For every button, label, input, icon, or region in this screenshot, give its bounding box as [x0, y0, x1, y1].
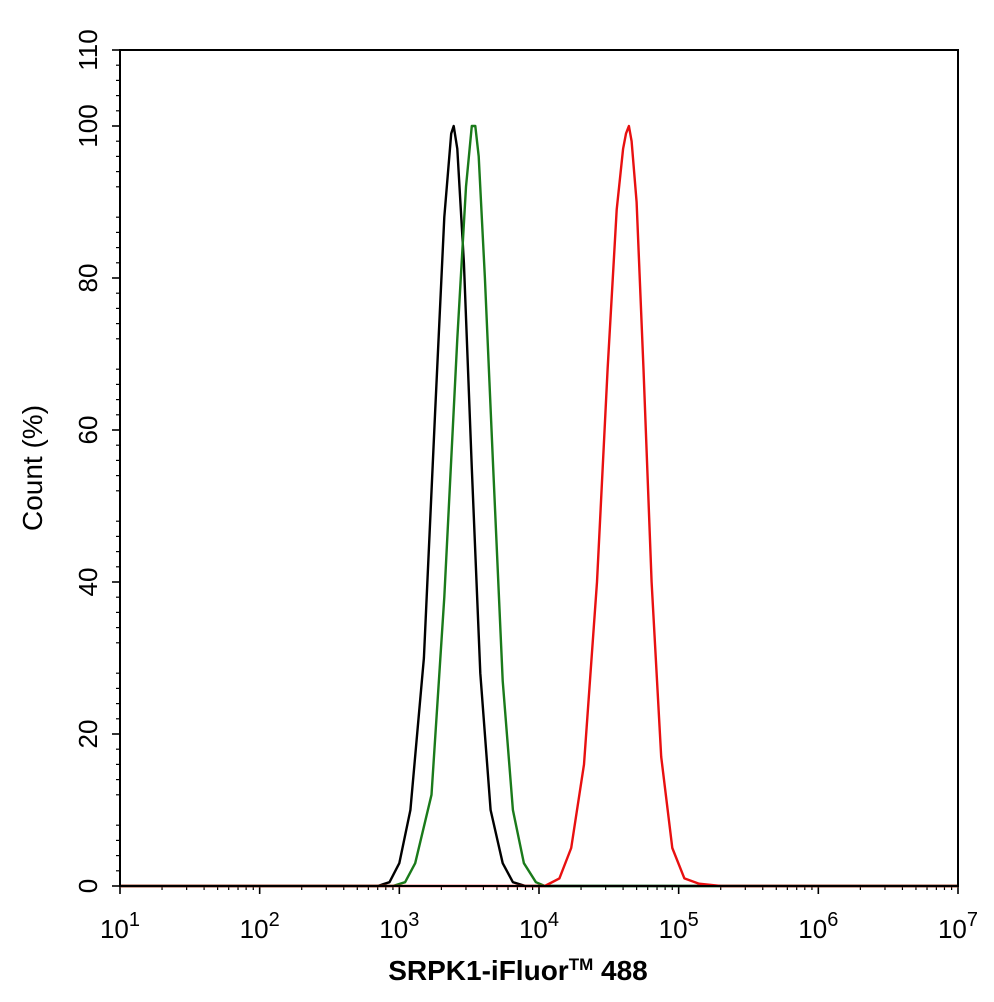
y-major-ticks: [112, 49, 120, 887]
y-tick-label: 40: [73, 568, 103, 597]
x-tick-label: 105: [659, 909, 699, 944]
plot-frame: [119, 49, 959, 887]
y-tick-label: 0: [73, 879, 103, 893]
x-tick-labels: 101 102 103 104 105 106 107: [100, 909, 978, 944]
x-major-ticks: [119, 886, 959, 894]
x-tick-label: 101: [100, 909, 140, 944]
x-tick-label: 104: [519, 909, 559, 944]
series-line-1: [120, 124, 958, 888]
x-axis-title-tm: TM: [569, 955, 594, 974]
x-tick-label: 103: [379, 909, 419, 944]
y-tick-label: 60: [73, 416, 103, 445]
series-line-2: [120, 124, 958, 888]
x-tick-label: 106: [798, 909, 838, 944]
y-tick-label: 110: [73, 29, 103, 70]
x-tick-label: 102: [240, 909, 280, 944]
x-axis-title: SRPK1-iFluorTM 488: [388, 955, 648, 986]
y-tick-label: 20: [73, 720, 103, 749]
y-tick-labels: 0 20 40 60 80 100 110: [73, 29, 103, 893]
x-tick-label: 107: [938, 909, 978, 944]
series-layer: [120, 124, 958, 888]
y-axis-title: Count (%): [17, 405, 48, 531]
y-tick-label: 80: [73, 264, 103, 293]
x-axis-title-suffix: 488: [593, 955, 648, 986]
y-tick-label: 100: [73, 104, 103, 147]
series-line-3: [120, 124, 958, 888]
